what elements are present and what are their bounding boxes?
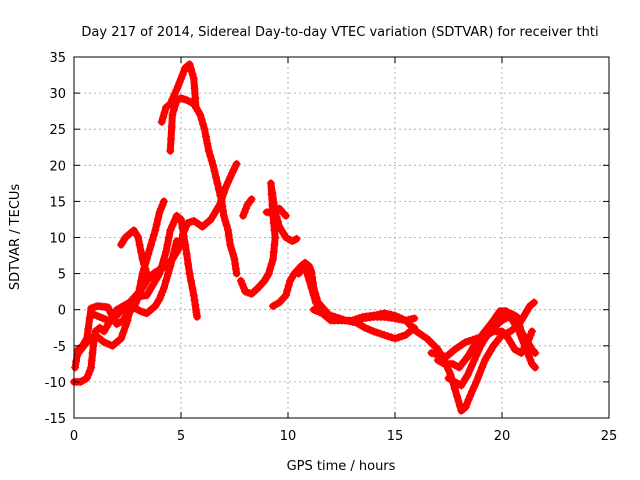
plus-markers [236,179,301,298]
x-tick-label: 5 [177,429,185,444]
plus-markers [239,195,256,220]
series-3 [87,237,181,325]
y-tick-label: 25 [49,123,66,138]
y-tick-label: -10 [45,376,66,391]
y-tick-label: 5 [58,268,66,283]
y-tick-label: 35 [49,51,66,66]
x-tick-label: 10 [280,429,297,444]
y-tick-label: -15 [45,412,66,427]
series-7 [236,179,301,298]
plus-markers [117,226,155,282]
plus-markers [157,60,200,126]
series-8 [239,195,256,220]
x-tick-label: 20 [494,429,511,444]
y-tick-label: 0 [58,304,66,319]
series-16 [472,311,519,357]
series-5 [157,60,200,126]
data-series [70,60,540,415]
series-4 [117,226,155,282]
axis-ticks: 0 5 10 15 20 25 -15 -10 -5 0 5 10 15 20 25 30 35 [45,51,618,444]
plus-markers [472,311,519,357]
y-tick-label: -5 [53,340,66,355]
x-tick-label: 15 [387,429,404,444]
y-tick-label: 15 [49,195,66,210]
y-axis-label: SDTVAR / TECUs [8,184,23,291]
x-tick-label: 0 [70,429,78,444]
series-2 [74,211,202,357]
series-0 [70,159,241,386]
x-axis-label: GPS time / hours [287,459,396,474]
series-6 [166,94,241,278]
x-tick-label: 25 [601,429,618,444]
y-tick-label: 10 [49,232,66,247]
plus-markers [262,204,290,220]
grid-lines [74,57,609,418]
chart-title: Day 217 of 2014, Sidereal Day-to-day VTE… [81,25,598,40]
y-tick-label: 20 [49,159,66,174]
plus-markers [87,237,181,325]
plus-markers [166,94,241,278]
series-9 [262,204,290,220]
y-tick-label: 30 [49,87,66,102]
